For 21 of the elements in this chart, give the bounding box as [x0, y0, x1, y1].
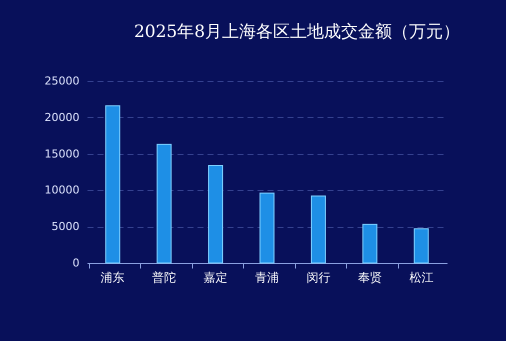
bar [260, 192, 274, 264]
y-tick-label: 10000 [44, 184, 80, 197]
x-tick-label: 浦东 [100, 270, 125, 284]
x-tick-label: 闵行 [306, 270, 330, 284]
bar [362, 224, 378, 264]
y-tick-label: 25000 [44, 74, 80, 88]
x-tick-label: 普陀 [152, 270, 176, 284]
x-tick-label: 嘉定 [204, 270, 228, 284]
x-tick-label: 青浦 [255, 270, 279, 284]
bar [414, 228, 429, 264]
x-tick-label: 奉贤 [358, 270, 382, 284]
chart-title: 2025年8月上海各区土地成交金额（万元） [134, 22, 460, 42]
y-tick-label: 0 [72, 256, 80, 270]
bar [156, 144, 172, 264]
x-tick-label: 松江 [409, 270, 434, 284]
bar [105, 105, 120, 264]
bar [310, 196, 326, 264]
y-tick-label: 5000 [52, 220, 80, 234]
y-tick-label: 20000 [44, 110, 80, 124]
y-tick-label: 15000 [44, 147, 80, 160]
bar [208, 164, 224, 264]
